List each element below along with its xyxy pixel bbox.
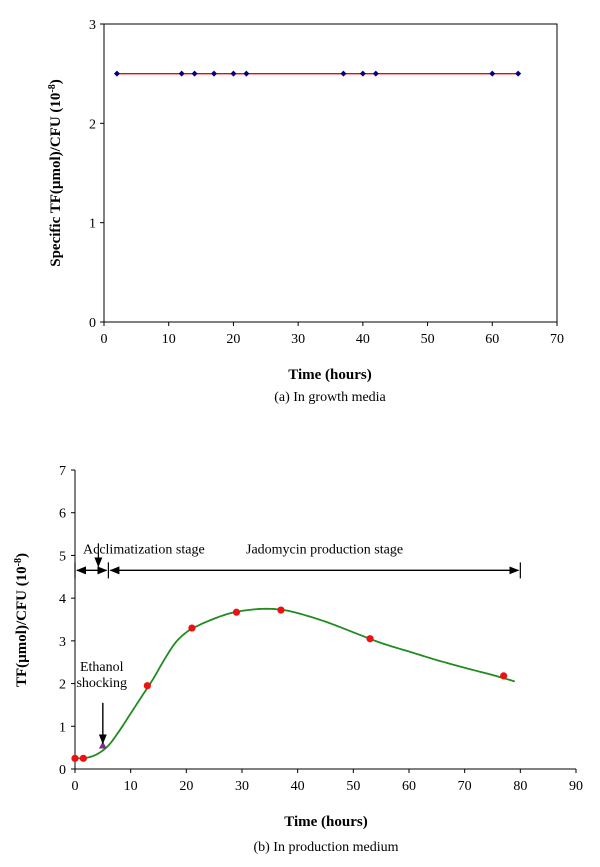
chart-a-data-point [372,70,379,77]
chart-b-points [71,606,508,762]
chart-a-x-tick-label: 10 [162,332,176,347]
chart-a-data-point [359,70,366,77]
chart-b-shock-point [98,741,107,749]
chart-b-y-tick-label: 0 [59,763,66,778]
chart-a-data-point [243,70,250,77]
jadomycin-stage-label: Jadomycin production stage [246,543,403,558]
chart-b-y-tick-label: 2 [59,678,66,693]
chart-a-y-ticks: 0 1 2 3 [89,18,104,331]
chart-b-y-tick-label: 7 [59,464,66,479]
chart-b-y-label-main: TF(µmol)/CFU (10 [14,566,30,687]
chart-a-y-label-main: Specific TF(µmol)/CFU (10 [48,93,64,267]
chart-a-x-tick-label: 40 [356,332,370,347]
ethanol-shocking-label-line2: shocking [76,676,127,691]
chart-a-x-ticks: 0 10 20 30 40 50 60 70 [101,322,564,347]
chart-b-y-label-end: ) [14,553,30,558]
chart-a-data-point [489,70,496,77]
chart-b-y-label: TF(µmol)/CFU (10-8) [13,553,31,687]
chart-b-x-label: Time (hours) [284,814,367,830]
acclimatization-stage-label: Acclimatization stage [83,543,205,558]
chart-a-x-tick-label: 50 [421,332,435,347]
chart-a-data-point [515,70,522,77]
chart-a-plot-area [103,23,558,323]
chart-b-data-point [232,608,241,616]
chart-a-y-label-end: ) [48,79,64,84]
chart-b-data-point [143,682,151,690]
chart-a-y-tick-label: 1 [89,217,96,232]
chart-a: 0 1 2 3 0 10 20 30 40 50 60 70 Time (hours) Specif… [47,18,565,405]
chart-b-x-tick-label: 90 [569,779,583,794]
chart-a-points [113,70,522,77]
chart-a-x-tick-label: 60 [485,332,499,347]
chart-b-data-point [188,624,196,632]
chart-b-y-tick-label: 3 [59,635,66,650]
chart-a-data-point [230,70,237,77]
chart-b-x-tick-label: 10 [124,779,138,794]
chart-b-x-tick-label: 40 [291,779,305,794]
chart-b-y-tick-label: 4 [59,592,66,607]
chart-a-data-point [191,70,198,77]
chart-a-x-tick-label: 0 [101,332,108,347]
chart-a-y-label: Specific TF(µmol)/CFU (10-8) [47,79,65,267]
chart-b-y-tick-label: 5 [59,549,66,564]
chart-b-y-tick-label: 6 [59,507,66,522]
chart-b-data-point [277,606,285,614]
chart-a-x-tick-label: 20 [226,332,240,347]
ethanol-shocking-label-line1: Ethanol [80,660,124,675]
chart-b-x-tick-label: 60 [402,779,416,794]
chart-a-caption: (a) In growth media [274,390,386,405]
chart-a-data-point [178,70,185,77]
chart-b-x-tick-label: 0 [72,779,79,794]
chart-b-x-tick-label: 30 [235,779,249,794]
chart-b-x-tick-label: 80 [513,779,527,794]
chart-a-y-tick-label: 0 [89,316,96,331]
chart-b-data-point [366,635,374,643]
chart-b-data-point [500,672,508,680]
chart-a-y-label-sup: -8 [47,84,58,92]
chart-a-x-label: Time (hours) [288,367,371,383]
chart-b-stage-arrows [74,543,521,745]
chart-a-y-tick-label: 2 [89,117,96,132]
chart-b-y-ticks: 0 1 2 3 4 5 6 7 [59,464,75,778]
chart-a-data-point [211,70,218,77]
chart-b-caption: (b) In production medium [253,840,398,855]
chart-a-x-tick-label: 30 [291,332,305,347]
chart-b-fit-curve [74,607,516,760]
chart-b-data-point [79,754,87,762]
chart-b-data-point [71,754,79,762]
chart-a-data-point [340,70,347,77]
chart-b: 0 1 2 3 4 5 6 7 0 10 20 30 40 50 60 70 80 90 Acclimatiza… [13,464,584,855]
chart-a-x-tick-label: 70 [550,332,564,347]
chart-a-data-point [113,70,120,77]
chart-b-x-tick-label: 50 [346,779,360,794]
chart-b-x-tick-label: 70 [458,779,472,794]
chart-a-y-tick-label: 3 [89,18,96,33]
chart-b-x-tick-label: 20 [179,779,193,794]
chart-b-x-ticks: 0 10 20 30 40 50 60 70 80 90 [72,769,583,794]
chart-b-y-tick-label: 1 [59,720,66,735]
chart-b-y-label-sup: -8 [13,558,24,566]
